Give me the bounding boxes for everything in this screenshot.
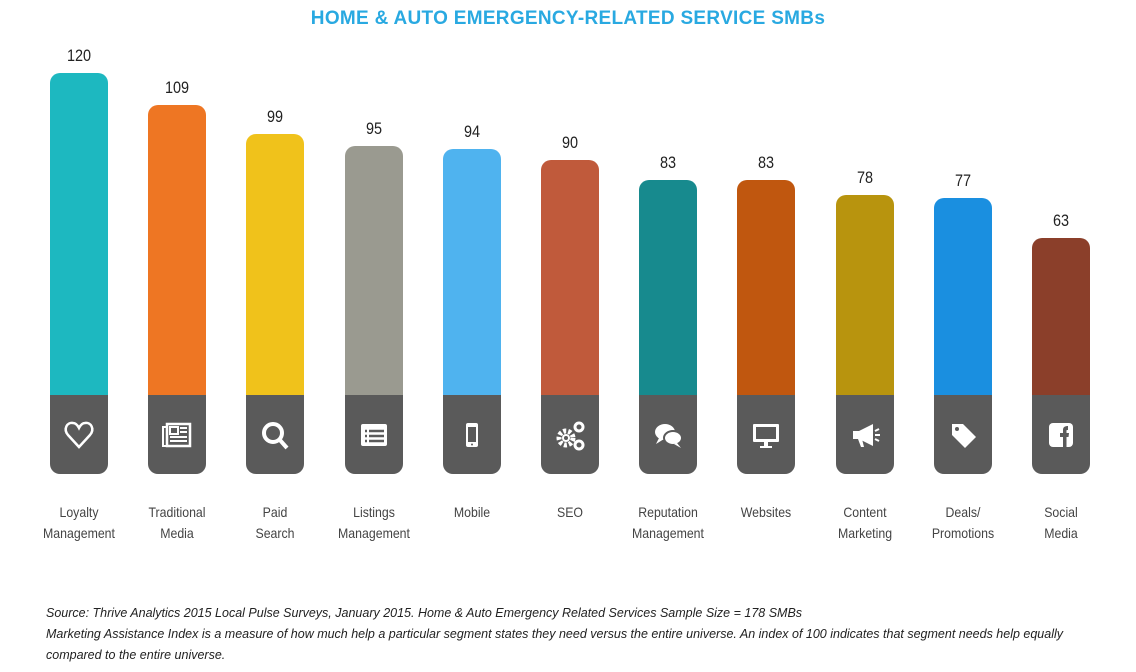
category-label-line: Loyalty xyxy=(59,504,99,520)
bar xyxy=(639,180,698,395)
icon-box xyxy=(50,395,108,474)
category-label-line: Reputation xyxy=(638,504,698,520)
icon-box xyxy=(835,395,894,474)
category-label-line: Media xyxy=(160,525,194,541)
bar xyxy=(1032,238,1090,395)
value-label: 99 xyxy=(267,107,284,126)
category-label: SEO xyxy=(522,502,619,523)
category-label-line: Content xyxy=(843,504,887,520)
category-label-line: Paid xyxy=(263,504,288,520)
icon-box xyxy=(148,395,207,474)
value-label: 95 xyxy=(365,118,382,138)
category-label-line: Marketing xyxy=(837,525,892,541)
mobile-phone-icon xyxy=(465,422,478,447)
icon-box xyxy=(933,395,992,474)
icon-box xyxy=(344,395,403,474)
bar xyxy=(835,194,894,395)
icon-box xyxy=(442,395,501,474)
category-label: Traditional Media xyxy=(129,502,226,544)
icon-box xyxy=(1032,395,1090,474)
definition-note: Marketing Assistance Index is a measure … xyxy=(46,627,1064,662)
bar xyxy=(246,134,305,395)
tag-icon xyxy=(951,423,976,448)
category-label-line: Management xyxy=(337,525,410,541)
category-label: Reputation Management xyxy=(620,502,717,544)
icon-box xyxy=(246,395,305,474)
value-label: 90 xyxy=(561,133,579,153)
value-label: 83 xyxy=(758,153,775,173)
value-label: 109 xyxy=(165,78,190,97)
category-label: Mobile xyxy=(423,502,520,523)
search-icon xyxy=(262,421,289,449)
category-label-line: SEO xyxy=(556,504,584,520)
category-label-line: Mobile xyxy=(453,504,490,520)
category-label: Content Marketing xyxy=(816,502,913,544)
value-label: 63 xyxy=(1052,211,1070,231)
footnote: Source: Thrive Analytics 2015 Local Puls… xyxy=(46,603,1106,666)
icon-box xyxy=(541,395,599,474)
value-label: 83 xyxy=(660,153,677,173)
category-label-line: Deals/ xyxy=(945,504,981,520)
value-label: 77 xyxy=(954,170,971,190)
value-label: 94 xyxy=(463,121,480,141)
megaphone-icon xyxy=(852,423,880,447)
bar xyxy=(442,148,501,395)
category-label: Paid Search xyxy=(227,502,324,544)
chat-bubbles-icon xyxy=(655,423,684,448)
category-label-line: Management xyxy=(632,525,705,541)
icon-box xyxy=(639,395,698,474)
category-label-line: Traditional xyxy=(148,504,206,520)
bar xyxy=(148,105,207,395)
category-label-line: Media xyxy=(1044,525,1078,541)
category-label-line: Listings xyxy=(352,504,395,520)
category-label-line: Promotions xyxy=(931,525,994,541)
category-label: Loyalty Management xyxy=(31,502,128,544)
gears-icon xyxy=(556,421,585,450)
category-label-line: Social xyxy=(1044,504,1078,520)
icon-box xyxy=(737,395,796,474)
newspaper-icon xyxy=(162,422,192,447)
bar xyxy=(933,197,992,395)
category-label-line: Search xyxy=(255,525,295,541)
bar xyxy=(344,145,403,395)
category-label-line: Management xyxy=(43,525,115,541)
source-note: Source: Thrive Analytics 2015 Local Puls… xyxy=(46,606,803,620)
value-label: 78 xyxy=(856,167,873,187)
bar xyxy=(737,180,796,395)
category-label: Websites xyxy=(718,502,815,523)
list-icon xyxy=(360,423,387,446)
category-label: Social Media xyxy=(1013,502,1110,544)
facebook-icon xyxy=(1049,422,1073,447)
chart-title: HOME & AUTO EMERGENCY-RELATED SERVICE SM… xyxy=(310,8,826,29)
category-label-line: Websites xyxy=(741,504,792,520)
bar xyxy=(50,73,108,395)
category-label: Deals/Promotions xyxy=(914,502,1011,544)
bar xyxy=(541,160,599,395)
monitor-icon xyxy=(753,423,780,448)
value-label: 120 xyxy=(66,46,92,66)
heart-icon xyxy=(64,421,94,449)
category-label: Listings Management xyxy=(325,502,422,544)
